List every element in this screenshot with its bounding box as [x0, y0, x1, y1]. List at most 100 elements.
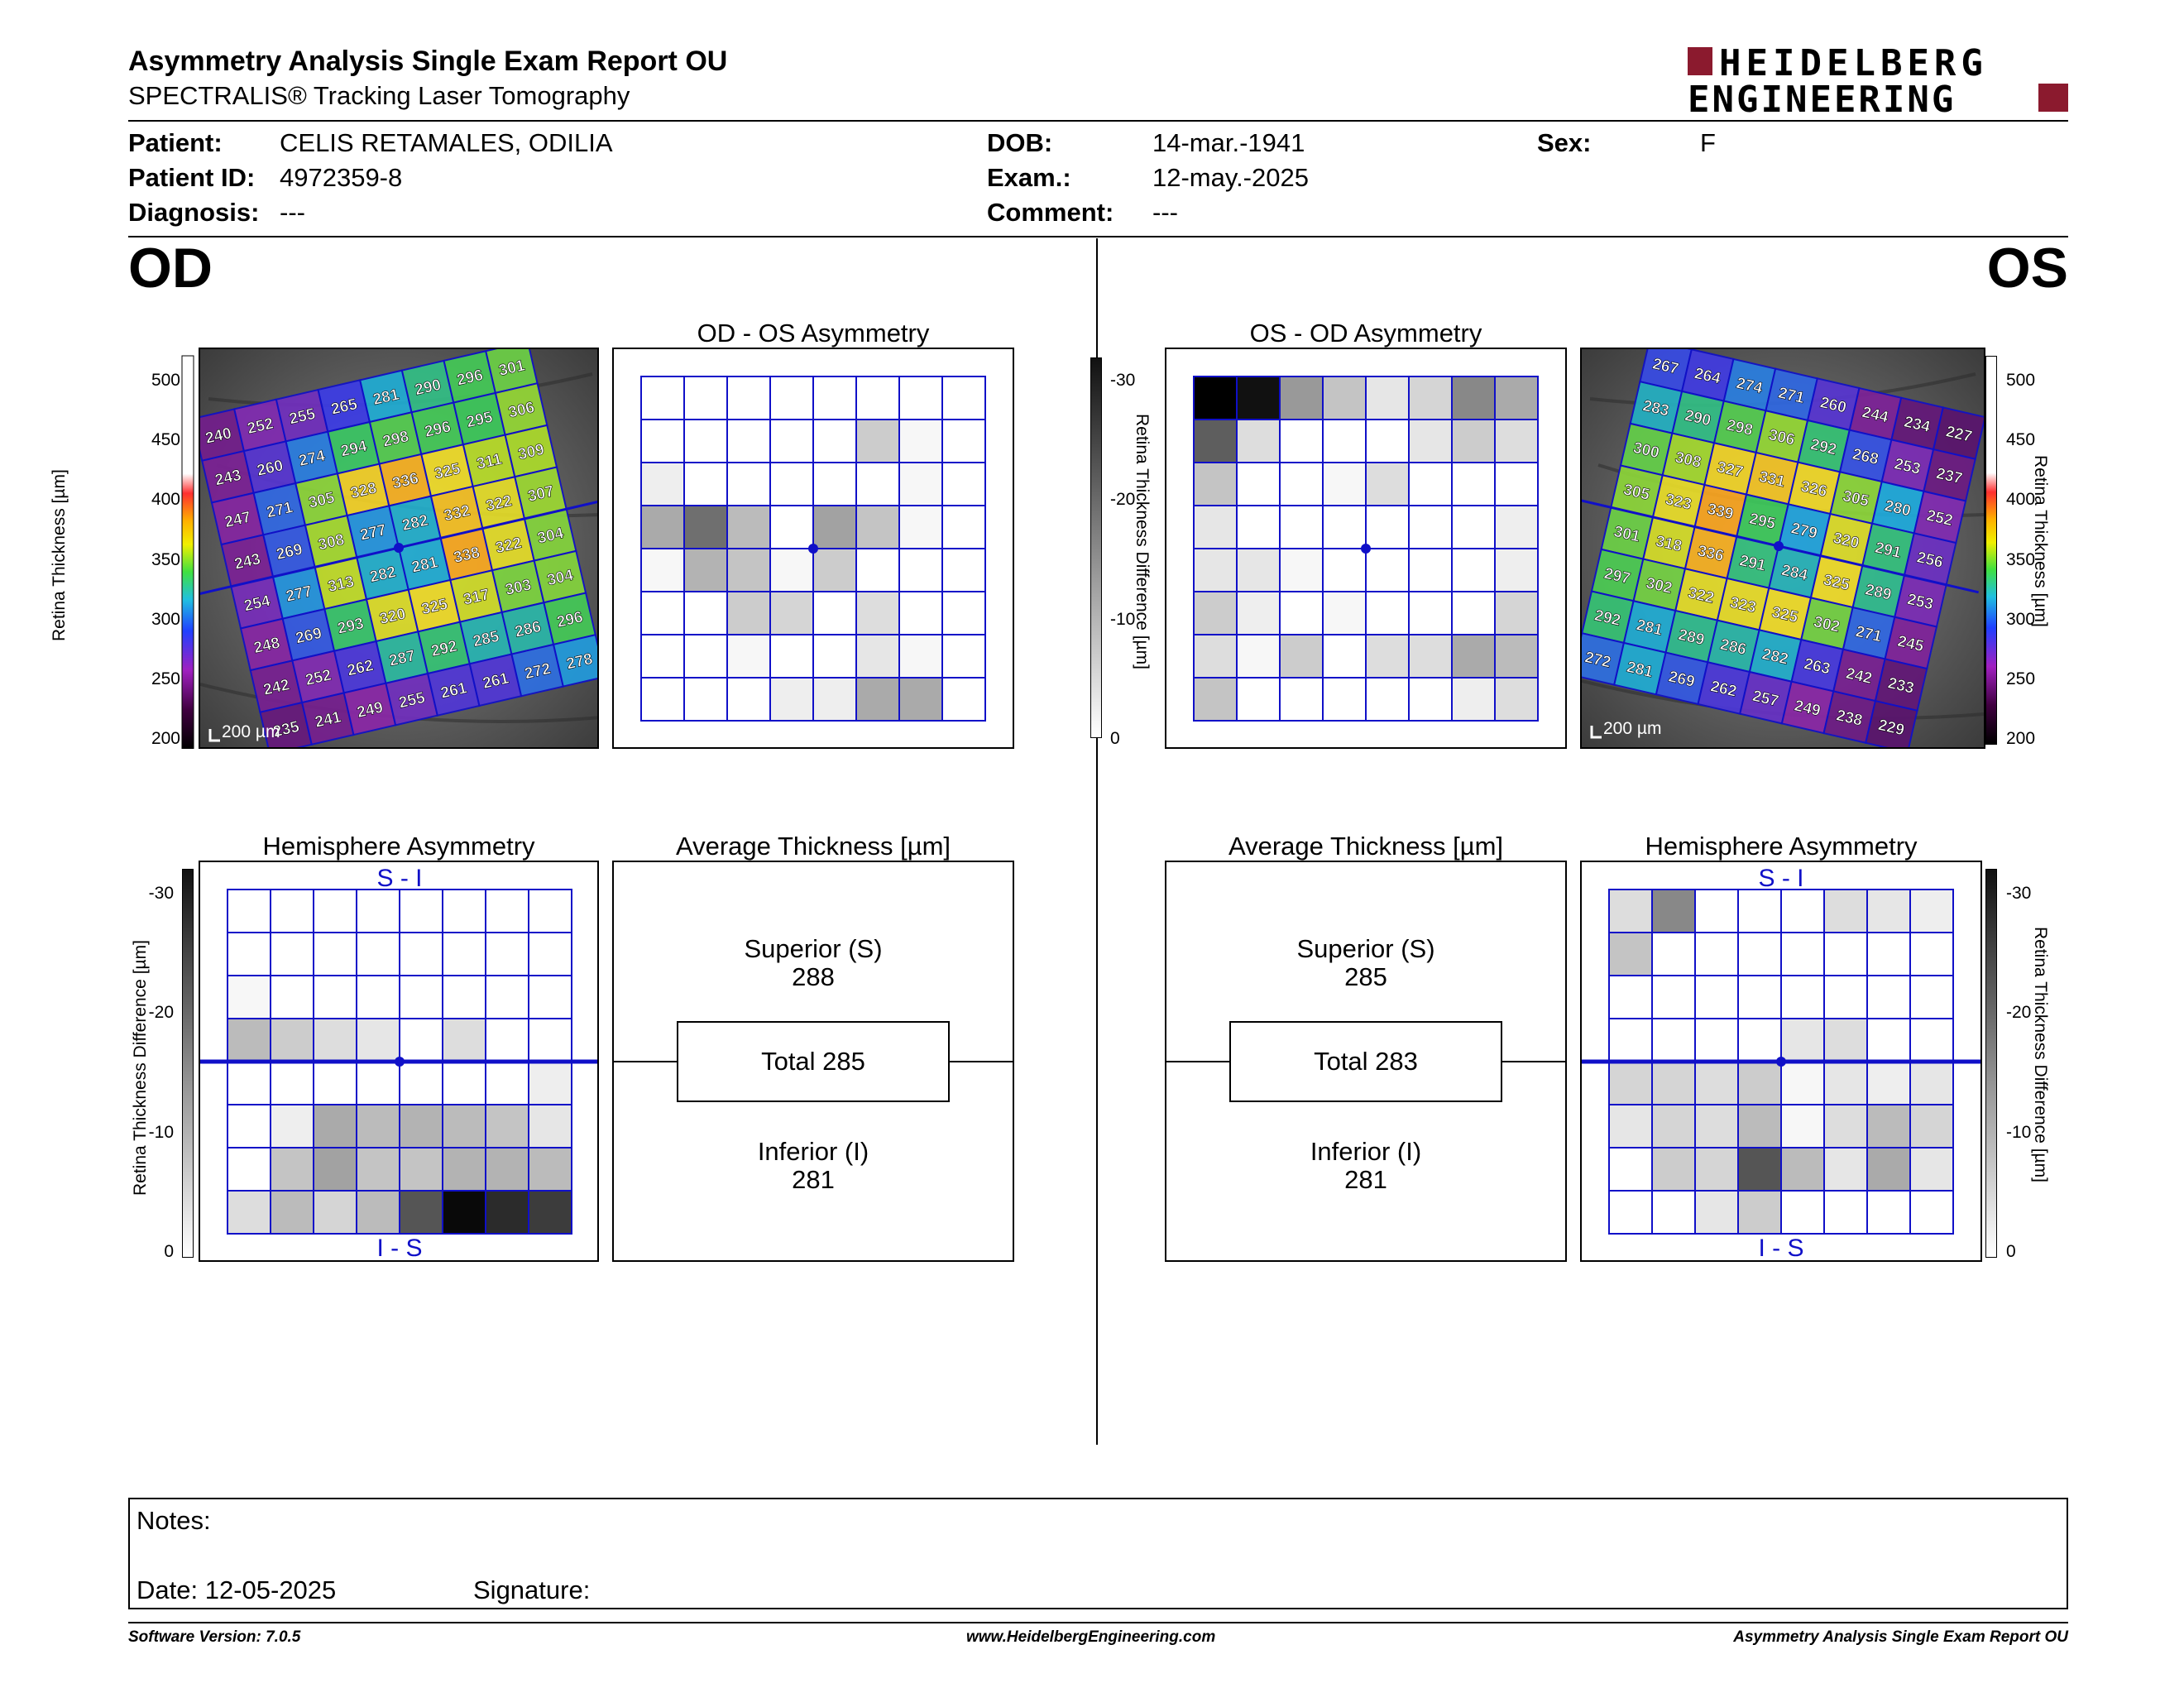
asymmetry-cell — [769, 505, 814, 549]
asymmetry-cell — [442, 1018, 486, 1062]
asymmetry-cell — [941, 376, 986, 420]
asymmetry-cell — [683, 548, 728, 592]
asymmetry-cell — [1322, 419, 1367, 463]
scale-tick-label: 450 — [2006, 430, 2036, 450]
asymmetry-cell — [442, 889, 486, 933]
asymmetry-cell — [1494, 376, 1539, 420]
asymmetry-cell — [769, 634, 814, 679]
asymmetry-cell — [485, 1104, 529, 1149]
asymmetry-cell — [640, 419, 685, 463]
asymmetry-cell — [356, 975, 400, 1019]
s-i-label: S - I — [1758, 865, 1803, 892]
asymmetry-cell — [1866, 932, 1911, 976]
scale-tick-label: 0 — [2006, 1242, 2016, 1261]
asymmetry-cell — [1608, 975, 1653, 1019]
asymmetry-cell — [313, 1104, 357, 1149]
thickness-value: 327 — [1715, 458, 1745, 482]
asymmetry-cell — [683, 634, 728, 679]
asymmetry-cell — [227, 975, 271, 1019]
asymmetry-cell — [1694, 932, 1739, 976]
od-diff-scale — [182, 869, 194, 1258]
thickness-value: 278 — [565, 650, 595, 674]
logo-text-top: HEIDELBERG — [1719, 46, 1988, 84]
asymmetry-cell — [1451, 634, 1496, 679]
asymmetry-cell — [640, 677, 685, 722]
asymmetry-cell — [726, 505, 771, 549]
os-total-box: Total 283 — [1229, 1021, 1502, 1102]
asymmetry-cell — [1279, 548, 1324, 592]
asymmetry-cell — [1322, 505, 1367, 549]
asymmetry-cell — [898, 462, 943, 506]
asymmetry-cell — [1193, 591, 1238, 635]
asymmetry-cell — [1451, 677, 1496, 722]
asymmetry-cell — [442, 1147, 486, 1192]
asymmetry-cell — [1408, 677, 1453, 722]
asymmetry-cell — [528, 889, 572, 933]
asymmetry-cell — [1236, 462, 1281, 506]
asymmetry-cell — [270, 1018, 314, 1062]
scale-bar — [1590, 726, 1602, 739]
scale-tick-label: 350 — [2006, 549, 2036, 569]
asymmetry-cell — [683, 376, 728, 420]
signature-label: Signature: — [473, 1575, 591, 1604]
scale-tick-label: -20 — [148, 1003, 174, 1023]
fovea-center-dot — [1361, 544, 1371, 554]
scale-tick-label: -10 — [148, 1122, 174, 1142]
asymmetry-cell — [485, 1190, 529, 1235]
asymmetry-cell — [1909, 932, 1954, 976]
asymmetry-cell — [399, 975, 443, 1019]
asymmetry-cell — [1365, 462, 1410, 506]
od-superior-value: 288 — [792, 962, 835, 991]
asymmetry-cell — [1866, 1104, 1911, 1149]
asymmetry-cell — [769, 419, 814, 463]
asymmetry-cell — [528, 932, 572, 976]
asymmetry-cell — [1365, 376, 1410, 420]
asymmetry-cell — [941, 591, 986, 635]
asymmetry-cell — [485, 932, 529, 976]
asymmetry-cell — [1866, 1190, 1911, 1235]
asymmetry-cell — [1193, 462, 1238, 506]
asymmetry-cell — [1780, 889, 1825, 933]
asymmetry-cell — [1823, 975, 1868, 1019]
asymmetry-cell — [270, 1061, 314, 1105]
asymmetry-cell — [1279, 677, 1324, 722]
thickness-value: 302 — [1645, 574, 1674, 597]
asymmetry-cell — [227, 889, 271, 933]
scale-bar-label: 200 µm — [1603, 719, 1661, 738]
asymmetry-cell — [683, 505, 728, 549]
scale-bar-label: 200 µm — [222, 722, 280, 741]
asymmetry-cell — [1451, 505, 1496, 549]
asymmetry-cell — [726, 419, 771, 463]
asymmetry-cell — [270, 1190, 314, 1235]
asymmetry-cell — [1494, 634, 1539, 679]
asymmetry-cell — [442, 1104, 486, 1149]
asymmetry-cell — [313, 1190, 357, 1235]
asymmetry-cell — [1737, 889, 1782, 933]
scale-tick-label: -10 — [2006, 1122, 2032, 1142]
asymmetry-cell — [442, 975, 486, 1019]
asymmetry-cell — [1365, 548, 1410, 592]
od-hemisphere-title: Hemisphere Asymmetry — [262, 832, 535, 861]
asymmetry-cell — [1909, 889, 1954, 933]
os-thickness-scale — [1985, 356, 1997, 745]
asymmetry-cell — [399, 1147, 443, 1192]
asymmetry-cell — [1451, 419, 1496, 463]
asymmetry-cell — [356, 932, 400, 976]
s-i-label: S - I — [376, 865, 422, 892]
os-fundus-image: 267 264 274 271 260 244 234 227 283 290 298 306 292 2… — [1580, 348, 1985, 749]
os-inferior-label: Inferior (I) — [1310, 1137, 1422, 1166]
asymmetry-cell — [1193, 677, 1238, 722]
asymmetry-cell — [1694, 889, 1739, 933]
asymmetry-cell — [1694, 1147, 1739, 1192]
asymmetry-cell — [227, 1104, 271, 1149]
asymmetry-cell — [1322, 677, 1367, 722]
top-diff-scale — [1090, 357, 1102, 738]
asymmetry-cell — [356, 1104, 400, 1149]
asymmetry-cell — [1694, 1190, 1739, 1235]
asymmetry-cell — [528, 1147, 572, 1192]
asymmetry-cell — [898, 376, 943, 420]
i-s-label: I - S — [1758, 1235, 1803, 1260]
asymmetry-cell — [270, 1104, 314, 1149]
asymmetry-cell — [1823, 1018, 1868, 1062]
asymmetry-cell — [1866, 1061, 1911, 1105]
